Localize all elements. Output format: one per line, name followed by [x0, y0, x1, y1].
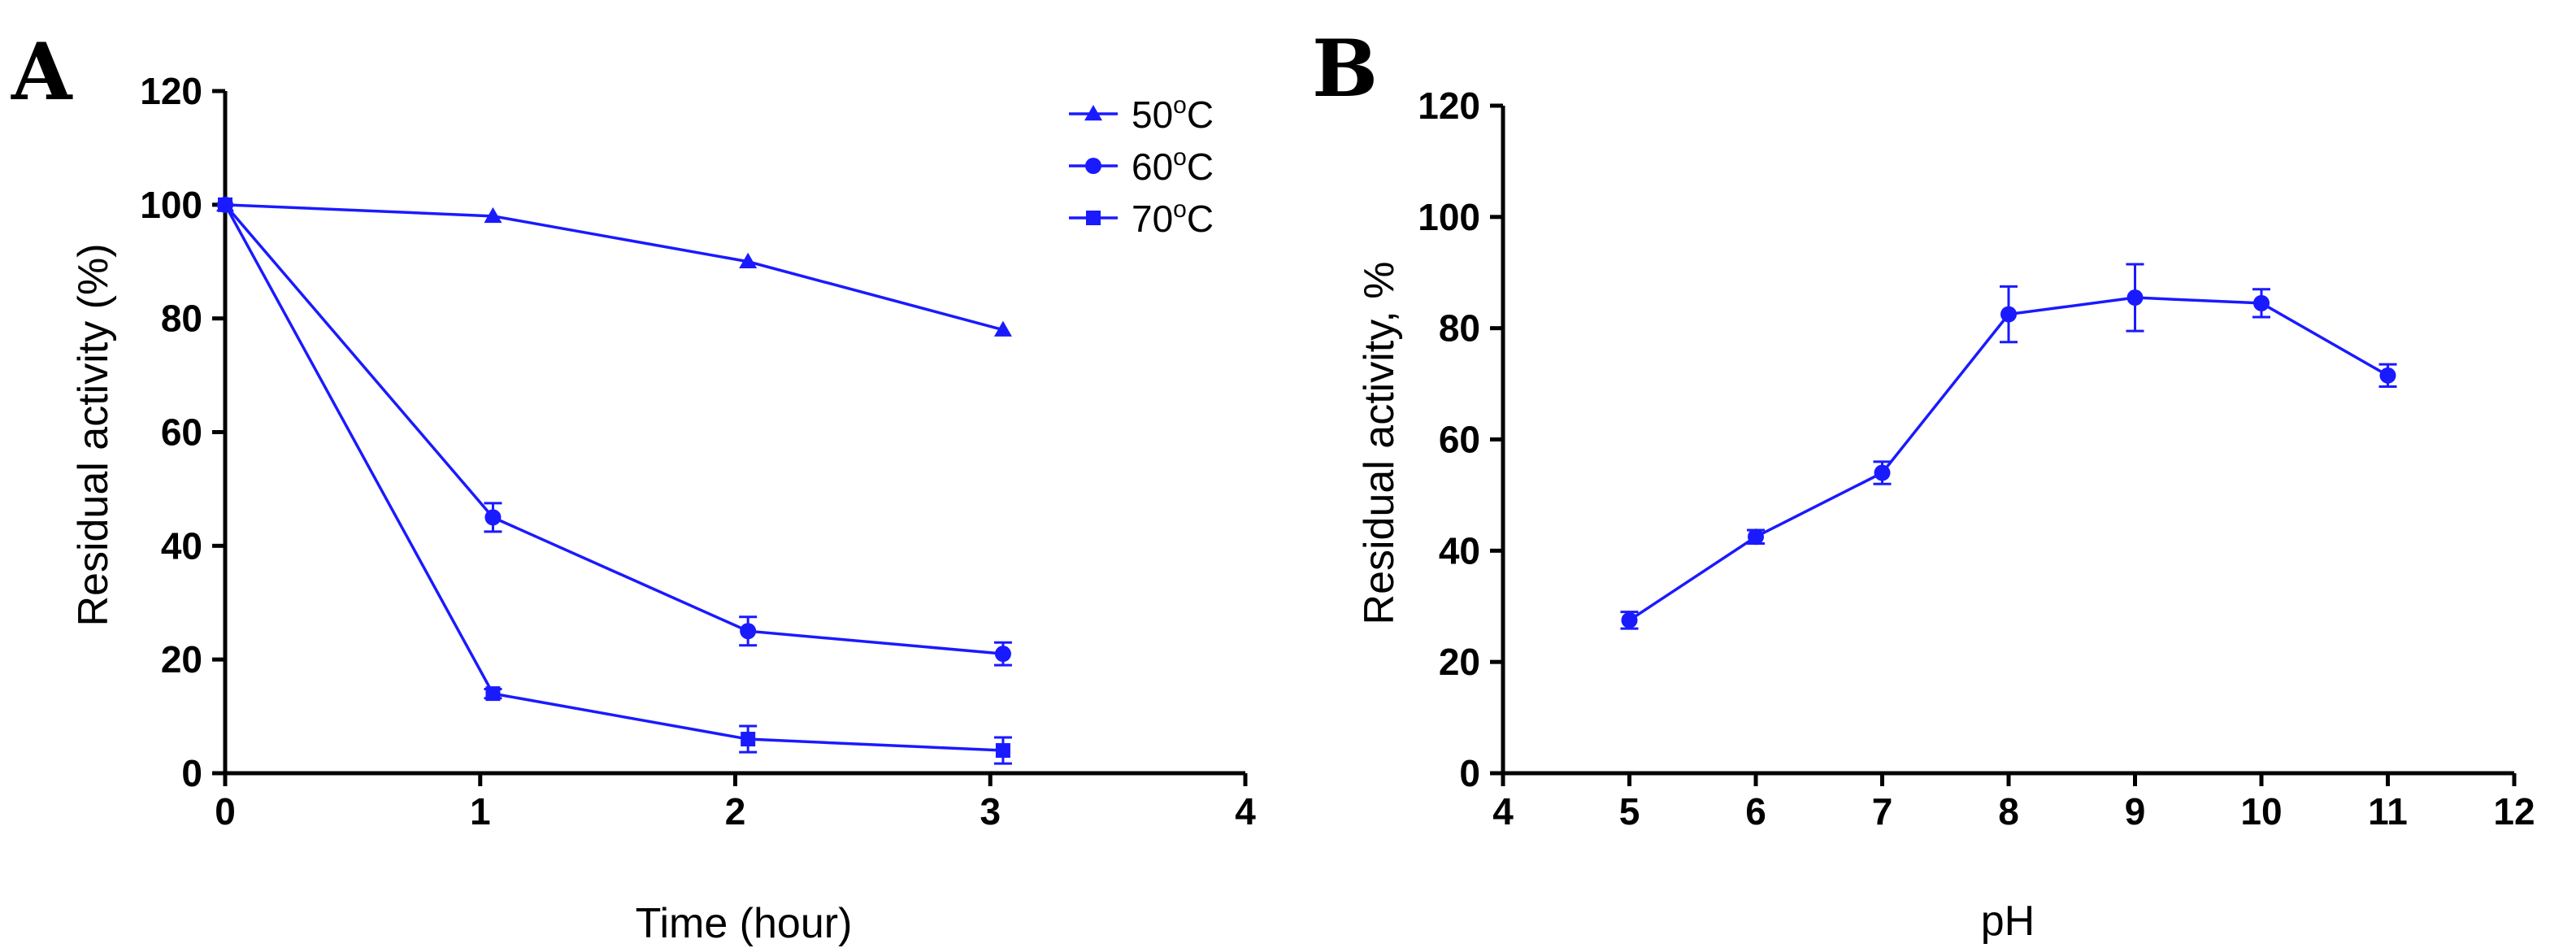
panel-a-data-point — [995, 743, 1010, 759]
panel-b-x-axis-title: pH — [1981, 898, 2035, 945]
legend-label-unit: C — [1187, 93, 1214, 136]
panel-a-y-tick-label: 40 — [161, 524, 202, 567]
panel-b-data-point — [1874, 464, 1891, 481]
panel-a-y-tick-label: 100 — [140, 184, 202, 226]
panel-a-series — [216, 195, 1012, 765]
legend-label-value: 70 — [1132, 198, 1173, 240]
panel-a-x-tick-label: 2 — [725, 790, 746, 833]
panel-b-data-point — [2253, 294, 2270, 311]
panel-a-data-point — [485, 686, 501, 702]
panel-b-data-point — [2379, 367, 2396, 384]
panel-b-x-tick-label: 7 — [1872, 790, 1893, 833]
panel-a-y-tick-label: 60 — [161, 411, 202, 454]
panel-a-series-line — [224, 203, 1004, 655]
panel-a-legend-marker — [1086, 211, 1101, 225]
panel-a-series-2 — [217, 196, 1012, 667]
panel-b-y-tick-label: 120 — [1418, 85, 1480, 127]
panel-a-legend-item: 50oC — [1069, 92, 1214, 136]
panel-b-y-tick-label: 0 — [1459, 752, 1480, 794]
legend-label-unit: C — [1187, 198, 1214, 240]
panel-a-series-3 — [218, 197, 1012, 765]
panel-a-y-axis-title: Residual activity (%) — [70, 243, 117, 626]
panel-a-data-point — [993, 320, 1012, 337]
panel-a-x-tick-label: 0 — [215, 790, 236, 833]
panel-b-y-tick-label: 60 — [1439, 419, 1480, 461]
panel-a-x-axis-title: Time (hour) — [636, 900, 853, 947]
panel-a-data-point — [740, 623, 757, 640]
legend-label-unit: C — [1187, 146, 1214, 188]
legend-label-degree: o — [1173, 144, 1187, 171]
panel-a-x-tick-label: 3 — [980, 790, 1001, 833]
panel-b-y-tick-label: 80 — [1439, 307, 1480, 350]
panel-a-legend-marker — [1084, 105, 1102, 121]
panel-a-data-point — [994, 646, 1011, 663]
panel-a-legend-label: 50oC — [1132, 92, 1214, 136]
panel-a-y-tick-label: 20 — [161, 638, 202, 681]
panel-a-data-point — [741, 732, 756, 747]
panel-a-legend-label: 60oC — [1132, 144, 1214, 188]
panel-a-legend-item: 60oC — [1069, 144, 1214, 188]
panel-a-x-tick-label: 1 — [470, 790, 491, 833]
panel-b-x-tick-label: 4 — [1492, 790, 1514, 833]
legend-label-value: 60 — [1132, 146, 1173, 188]
panel-b-data-point — [1621, 611, 1638, 628]
panel-b-x-tick-label: 11 — [2368, 790, 2408, 833]
panel-b-y-tick-label: 100 — [1418, 196, 1480, 238]
panel-b-x-tick-label: 10 — [2240, 790, 2282, 833]
panel-b-x-tick-label: 5 — [1619, 790, 1640, 833]
panel-a-series-line — [224, 203, 1004, 752]
panel-b-data-point — [1748, 528, 1764, 546]
panel-a-data-point — [739, 252, 758, 268]
legend-label-degree: o — [1173, 196, 1187, 223]
panel-a-letter: A — [11, 26, 73, 118]
panel-b-y-axis-title: Residual activity, % — [1356, 262, 1403, 625]
panel-a-data-point — [218, 197, 232, 212]
panel-b-x-tick-label: 9 — [2125, 790, 2146, 833]
panel-b-series — [1620, 263, 2397, 630]
panel-b-data-point — [2126, 289, 2144, 307]
panel-b-x-tick-label: 6 — [1745, 790, 1766, 833]
panel-b-data-point — [2000, 306, 2017, 323]
panel-b-y-tick-label: 20 — [1439, 641, 1480, 683]
legend-label-degree: o — [1173, 92, 1187, 119]
panel-a-y-tick-label: 120 — [140, 70, 202, 112]
panel-a-y-tick-label: 80 — [161, 298, 202, 340]
panel-b-series-1 — [1620, 263, 2397, 630]
panel-a-data-point — [484, 207, 502, 224]
panel-a-x-tick-label: 4 — [1235, 790, 1256, 833]
panel-a-series-1 — [216, 195, 1012, 337]
legend-label-value: 50 — [1132, 93, 1173, 136]
panel-b-series-line — [1628, 296, 2389, 622]
panel-a-legend-marker — [1085, 158, 1101, 174]
panel-a-legend-item: 70oC — [1069, 196, 1214, 240]
panel-a-legend-label: 70oC — [1132, 196, 1214, 240]
panel-a-data-point — [484, 509, 502, 526]
panel-b-y-tick-label: 40 — [1439, 529, 1480, 572]
panel-b-letter: B — [1312, 23, 1378, 115]
panel-b-x-tick-label: 8 — [1998, 790, 2019, 833]
panel-b-x-tick-label: 12 — [2493, 790, 2535, 833]
panel-a-y-tick-label: 0 — [181, 752, 202, 794]
panel-a-series-line — [224, 203, 1004, 332]
